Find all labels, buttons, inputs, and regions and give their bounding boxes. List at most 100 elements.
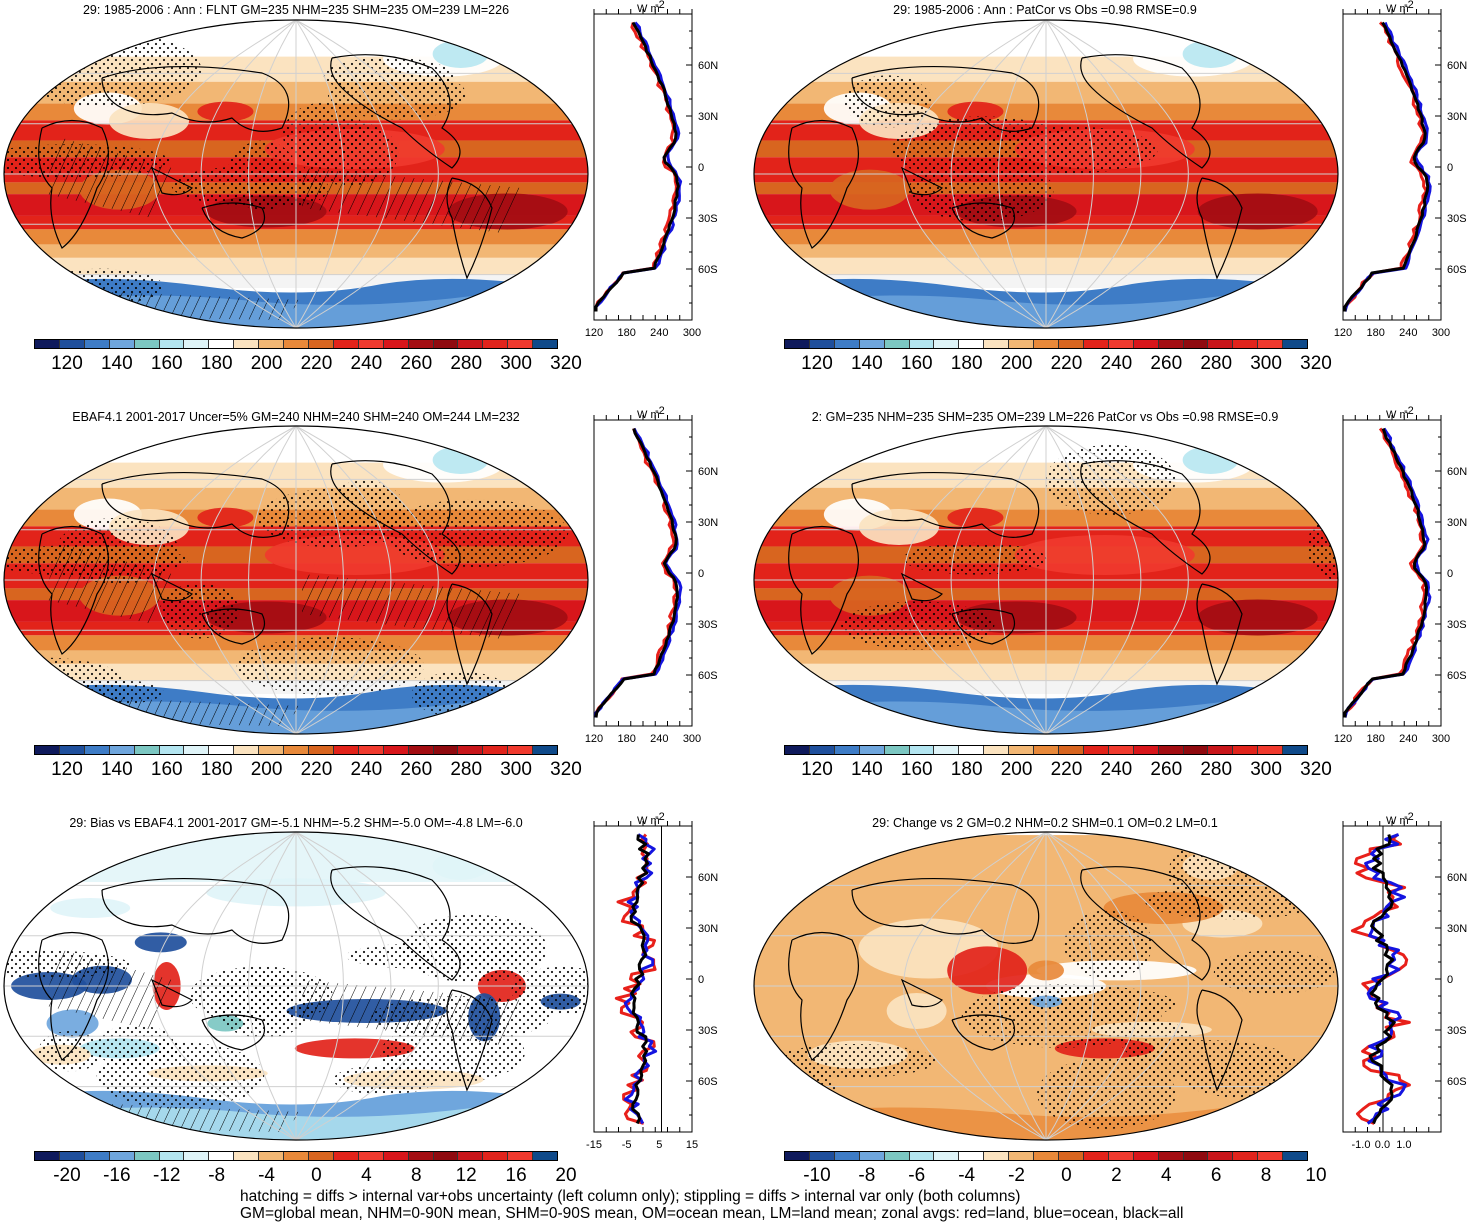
colorbar-swatch [1158,746,1184,754]
field-feature [109,102,189,139]
all-zonal-line [1368,834,1396,1125]
colorbar-swatch [1034,340,1059,348]
colorbar-swatch [1108,746,1134,754]
colorbar-swatch [984,1152,1010,1160]
zonal-xtick-label: 240 [1399,733,1417,745]
colorbar-swatch [1034,1152,1059,1160]
zonal-lat-label: 0 [698,568,704,580]
zonal-xtick-label: 240 [650,327,668,339]
colorbar-swatch [408,746,434,754]
zonal-xtick-label: -15 [586,1139,602,1151]
colorbar-swatch [809,1152,835,1160]
colorbar-swatch [1058,746,1084,754]
colorbar-swatch [1233,340,1259,348]
colorbar-label: 2 [1111,1165,1122,1186]
colorbar-swatch [1009,746,1035,754]
map-outline [753,425,1339,735]
colorbar-swatch [785,746,810,754]
colorbar-label: 200 [250,759,283,780]
colorbar-label: 8 [1260,1165,1272,1186]
zonal-lat-label: 0 [1447,974,1453,986]
colorbar-swatch [1258,1152,1284,1160]
colorbar-label: 4 [361,1165,372,1186]
colorbar-label: 6 [1210,1165,1222,1186]
colorbar-label: 240 [1100,353,1133,374]
colorbar-swatch [809,340,835,348]
hatching [302,574,522,639]
hatching [302,980,522,1045]
colorbar-label: -2 [1008,1165,1026,1186]
zonal-xtick-label: 15 [686,1139,698,1151]
colorbar-swatch [1208,340,1234,348]
colorbar-label: -20 [53,1165,81,1186]
colorbar-swatch [234,340,260,348]
colorbar-swatch [884,340,910,348]
zonal-xtick-label: 0.0 [1375,1139,1390,1151]
graticule [4,832,588,1140]
colorbar-swatch [284,746,309,754]
colorbar-swatch [859,746,885,754]
colorbar-swatch [1133,746,1159,754]
zonal-lat-label: 30N [1447,517,1467,529]
field-feature [1014,535,1195,576]
colorbar-swatch [259,340,285,348]
zonal-lat-label: 0 [698,974,704,986]
coastlines [38,866,493,1092]
colorbar-swatch [1009,1152,1035,1160]
zonal-units-sup: -2 [1404,405,1414,417]
colorbar-swatch [909,340,935,348]
colorbar-swatch [1233,746,1259,754]
coastlines [788,54,1243,280]
zonal-axes: W m-2 60N 30N 0 30S 60S 120 180 240 300 [1334,405,1467,745]
colorbar-swatch [785,1152,810,1160]
zonal-plot-2: W m-2 60N 30N 0 30S 60S 120 180 240 300 [1334,0,1467,339]
colorbar-4 [784,745,1308,755]
zonal-xtick-label: -5 [622,1139,632,1151]
colorbar-label: 260 [1150,353,1183,374]
colorbar-swatch [1258,340,1284,348]
colorbar-label: 320 [550,353,582,374]
graticule [754,426,1338,734]
zonal-units: W m [1386,3,1409,15]
map-field [754,426,1338,734]
zonal-lat-label: 60N [1447,466,1467,478]
colorbar-label: 160 [900,759,933,780]
panel-title-5: 29: Bias vs EBAF4.1 2001-2017 GM=-5.1 NH… [69,816,523,830]
colorbar-label: 120 [51,759,83,780]
colorbar-swatch [284,1152,309,1160]
colorbar-swatch [259,746,285,754]
panel-title-3: EBAF4.1 2001-2017 Uncer=5% GM=240 NHM=24… [72,410,520,424]
zonal-lat-label: 0 [698,162,704,174]
zonal-xtick-label: 300 [1432,327,1450,339]
colorbar-label: 300 [1250,759,1282,780]
colorbar-swatch [383,340,409,348]
colorbar-label: 160 [150,353,183,374]
colorbar-swatch [809,746,835,754]
colorbar-label: 140 [850,759,883,780]
colorbar-swatch [35,746,60,754]
zonal-lat-label: 60S [1447,670,1467,682]
map-panel-4 [753,425,1339,735]
colorbar-swatch [184,340,210,348]
colorbar-swatch [333,746,359,754]
zonal-xtick-label: 180 [1366,733,1384,745]
colorbar-labels-4: 120 140 160 180 200 220 240 260 280 300 320 [784,759,1332,781]
colorbar-swatch [84,340,110,348]
zonal-lat-label: 30N [698,517,718,529]
colorbar-swatch [134,340,160,348]
zonal-units-sup: -2 [655,811,665,823]
zonal-lat-label: 60N [698,466,718,478]
colorbar-swatch [483,340,509,348]
field-feature [886,992,947,1029]
colorbar-label: 120 [801,353,833,374]
colorbar-swatch [159,1152,185,1160]
colorbar-swatch [59,746,85,754]
colorbar-swatch [209,340,235,348]
colorbar-label: -8 [858,1165,876,1186]
colorbar-swatch [959,340,985,348]
zonal-lat-label: 60N [1447,60,1467,72]
zonal-lat-label: 0 [1447,162,1453,174]
colorbar-swatch [1034,746,1059,754]
colorbar-swatch [884,746,910,754]
map-panel-3 [3,425,589,735]
